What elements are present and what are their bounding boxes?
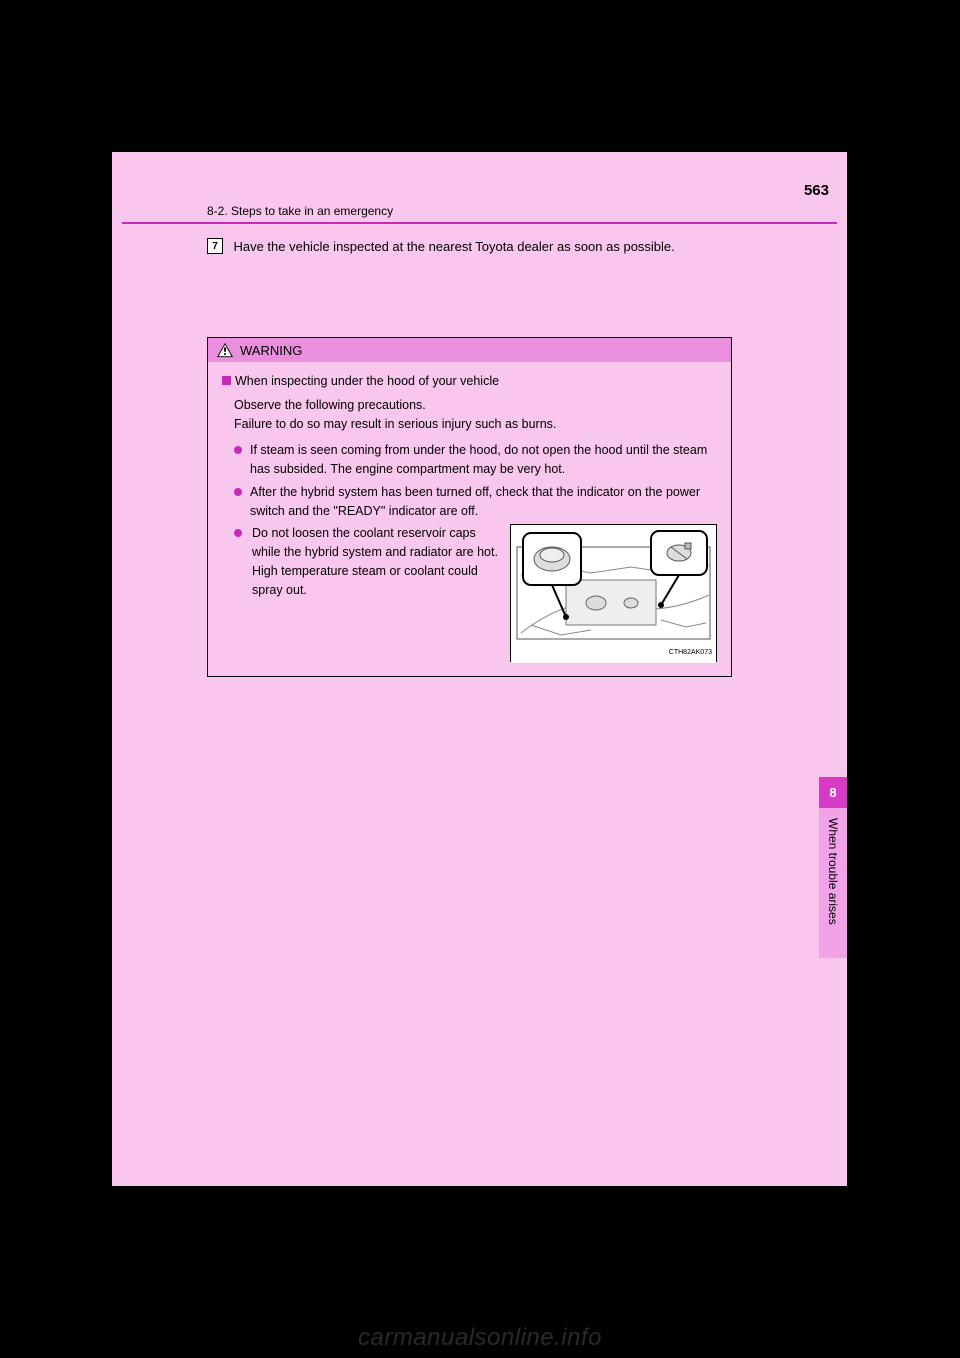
section-tab-text: When trouble arises <box>819 808 847 935</box>
manual-page: 563 8-2. Steps to take in an emergency 7… <box>112 152 847 1186</box>
engine-diagram: CTH82AK073 <box>510 524 717 662</box>
breadcrumb: 8-2. Steps to take in an emergency <box>207 204 393 218</box>
divider <box>122 222 837 224</box>
warning-header: WARNING <box>208 338 731 362</box>
bullet-text: Do not loosen the coolant reservoir caps… <box>252 524 500 662</box>
section-tab-label: When trouble arises <box>819 808 847 958</box>
bullet-dot-icon <box>234 446 242 454</box>
warning-bullet: If steam is seen coming from under the h… <box>234 441 717 479</box>
warning-section-label: When inspecting under the hood of your v… <box>235 374 499 388</box>
warning-bullet: After the hybrid system has been turned … <box>234 483 717 521</box>
step-number-icon: 7 <box>207 238 223 254</box>
warning-title: WARNING <box>240 343 302 358</box>
square-bullet-icon <box>222 376 231 385</box>
warning-section-heading: When inspecting under the hood of your v… <box>222 372 717 391</box>
page-number: 563 <box>804 182 829 199</box>
step-text: Have the vehicle inspected at the neares… <box>233 238 723 257</box>
warning-body: When inspecting under the hood of your v… <box>208 362 731 676</box>
section-tab: 8 When trouble arises <box>819 777 847 958</box>
step-block: 7 Have the vehicle inspected at the near… <box>207 238 727 257</box>
warning-lead: Observe the following precautions. Failu… <box>234 396 717 434</box>
bullet-text: If steam is seen coming from under the h… <box>250 441 717 479</box>
section-tab-number: 8 <box>819 777 847 808</box>
bullet-text: After the hybrid system has been turned … <box>250 483 717 521</box>
bullet-dot-icon <box>234 529 242 537</box>
warning-box: WARNING When inspecting under the hood o… <box>207 337 732 677</box>
bullet-dot-icon <box>234 488 242 496</box>
warning-bullet-with-image: Do not loosen the coolant reservoir caps… <box>234 524 717 662</box>
warning-triangle-icon <box>216 342 234 358</box>
image-code: CTH82AK073 <box>669 648 712 659</box>
watermark: carmanualsonline.info <box>0 1324 960 1352</box>
